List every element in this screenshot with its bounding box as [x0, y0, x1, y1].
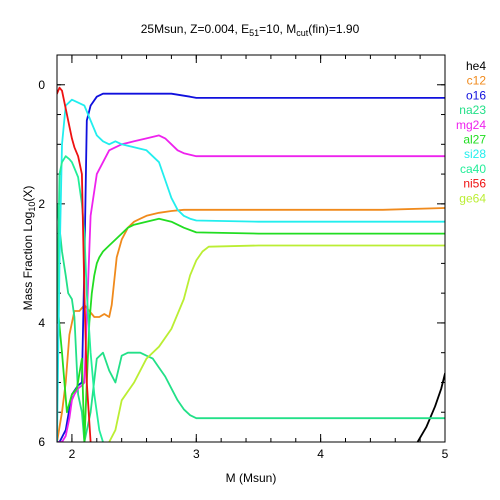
x-tick-label: 4: [317, 447, 324, 461]
legend-entry-ge64: ge64: [459, 191, 486, 205]
legend-entry-c12: c12: [467, 74, 487, 88]
legend-entry-o16: o16: [466, 88, 486, 102]
series-line-he4: [416, 372, 445, 442]
legend-entry-ni56: ni56: [463, 177, 486, 191]
series-line-si28: [57, 98, 445, 442]
y-tick-label: 4: [38, 316, 45, 330]
series-line-al27: [57, 217, 445, 442]
y-tick-label: 6: [38, 435, 45, 449]
legend-entry-mg24: mg24: [456, 118, 486, 132]
series-line-ni56: [57, 86, 92, 442]
legend-entry-he4: he4: [466, 59, 486, 73]
y-tick-label: 2: [38, 197, 45, 211]
legend-entry-si28: si28: [464, 147, 486, 161]
tick-labels: 2 3 4 5 0 2 4 6: [38, 78, 448, 461]
series-line-ca40: [57, 155, 104, 442]
series-lines: [57, 86, 445, 442]
series-line-ge64: [108, 244, 445, 442]
x-tick-label: 3: [193, 447, 200, 461]
legend-entry-na23: na23: [459, 103, 486, 117]
plot-frame: [56, 54, 446, 443]
legend-entry-al27: al27: [463, 133, 486, 147]
chart-title: 25Msun, Z=0.004, E51=10, Mcut(fin)=1.90: [141, 22, 360, 38]
series-line-mg24: [57, 134, 445, 442]
y-axis-label: Mass Fraction Log10(X): [21, 186, 37, 311]
x-tick-label: 5: [442, 447, 449, 461]
legend-entry-ca40: ca40: [460, 162, 486, 176]
x-tick-label: 2: [69, 447, 76, 461]
x-axis-label: M (Msun): [226, 471, 277, 485]
series-line-c12: [57, 207, 445, 442]
series-line-na23: [57, 202, 445, 442]
y-tick-label: 0: [38, 78, 45, 92]
